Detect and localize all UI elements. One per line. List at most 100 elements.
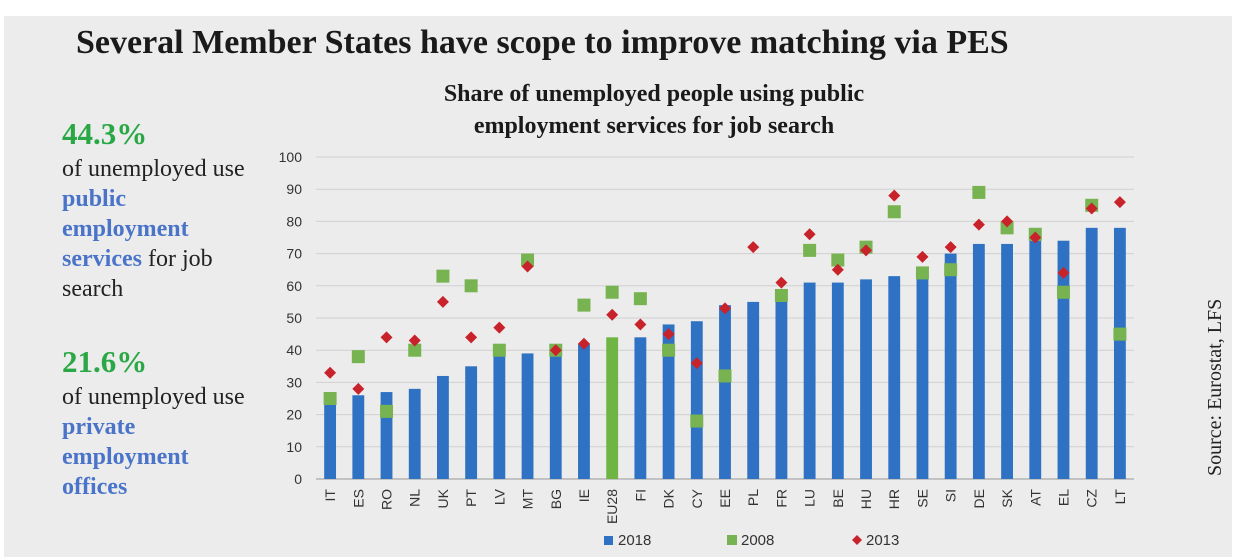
marker-2013-lu [803,228,816,241]
marker-2008-ie [577,298,591,312]
y-tick-label: 40 [286,342,302,358]
bar-si [944,253,957,479]
marker-2013-ro [380,331,393,344]
bar-pt [465,366,478,479]
marker-2008-ro [380,404,394,418]
bar-uk [437,375,449,479]
marker-2008-lv [492,343,506,357]
stat-value: 21.6% [62,344,148,379]
stat-description: of unemployed use public employment serv… [62,154,252,304]
x-tick-label: NL [407,489,423,507]
bar-ee [719,305,731,479]
y-tick-label: 90 [286,181,302,197]
bar-cy [690,321,703,479]
x-tick-label: DK [661,488,677,508]
legend-label-2018: 2018 [618,532,651,549]
x-tick-label: LV [491,488,507,505]
marker-2008-nl [408,343,422,357]
marker-2013-ee [719,302,731,315]
marker-2013-hr [888,189,901,202]
x-tick-label: UK [435,488,451,508]
marker-2013-eu28 [606,308,619,321]
marker-2013-lv [493,321,506,334]
y-tick-label: 10 [286,439,302,455]
marker-2008-sk [1000,221,1014,235]
x-tick-label: HR [886,489,902,509]
stat-text: of unemployed use [62,156,245,182]
bar-ro [380,392,393,479]
bar-hu [860,279,872,479]
marker-2013-es [352,382,365,395]
x-tick-label: CZ [1084,489,1100,508]
marker-2013-fi [634,318,647,331]
y-tick-label: 30 [286,374,302,390]
y-tick-label: 60 [286,278,302,294]
bar-lv [493,353,506,479]
marker-2008-es [351,350,365,364]
x-tick-label: EE [717,489,733,508]
bar-fi [634,337,647,479]
stat-text: of unemployed use [62,384,245,410]
marker-2008-el [1056,285,1070,299]
marker-2008-de [972,185,986,199]
marker-2013-dk [662,328,675,341]
x-tick-label: PT [463,489,479,507]
x-tick-label: LT [1112,489,1128,505]
bar-lu [803,282,816,479]
marker-2008-fi [633,292,647,306]
x-tick-label: DE [971,489,987,508]
x-tick-label: FI [632,489,648,501]
legend-swatch-2008 [727,535,737,545]
marker-2008-ee [718,369,732,383]
bar-hr [888,276,901,479]
bar-pl [747,301,760,479]
x-tick-label: EL [1055,489,1071,506]
bar-bg [549,353,562,479]
bar-dk [662,324,675,479]
marker-2008-uk [436,269,450,283]
marker-2008-se [915,266,929,280]
marker-2008-mt [521,253,535,267]
stat-value: 44.3% [62,116,148,151]
marker-2008-lt [1113,327,1127,341]
marker-2013-se [916,250,929,263]
y-tick-label: 80 [286,213,302,229]
bar-lt [1113,227,1126,479]
marker-2008-it [323,392,337,405]
marker-2013-pt [465,331,478,344]
x-tick-label: EU28 [604,489,620,524]
marker-2013-pl [747,241,760,254]
x-tick-label: SE [914,489,930,508]
source-note: Source: Eurostat, LFS [1204,298,1226,476]
y-tick-label: 20 [286,407,302,423]
marker-2013-mt [521,260,534,273]
marker-2013-el [1057,266,1070,279]
x-tick-label: CY [689,488,705,508]
marker-2008-fr [774,288,788,302]
marker-2013-de [972,218,985,231]
marker-2013-bg [549,344,562,357]
marker-2013-it [324,366,337,379]
x-tick-label: IE [576,489,592,502]
y-tick-label: 50 [286,310,302,326]
bar-es [352,395,365,479]
y-tick-label: 70 [286,246,302,262]
bar-at [1029,240,1042,479]
marker-2013-cz [1085,202,1098,215]
marker-2008-eu28 [605,285,619,299]
marker-2013-uk [436,295,449,308]
slide-title: Several Member States have scope to impr… [76,24,1009,61]
x-tick-label: BE [830,489,846,508]
bar-el [1057,240,1070,479]
legend-label-2013: 2013 [866,532,899,549]
bar-de [972,243,985,479]
chart-slide: Several Member States have scope to impr… [4,16,1232,557]
legend-swatch-2013 [852,535,862,545]
bar-be [831,282,844,479]
bar-cz [1085,227,1098,479]
stat-public-employment-services: 44.3% of unemployed use public employmen… [62,114,272,304]
marker-2008-si [944,263,958,277]
x-tick-label: ES [350,489,366,508]
marker-2013-lt [1113,196,1126,209]
legend-swatch-2018 [604,536,613,545]
